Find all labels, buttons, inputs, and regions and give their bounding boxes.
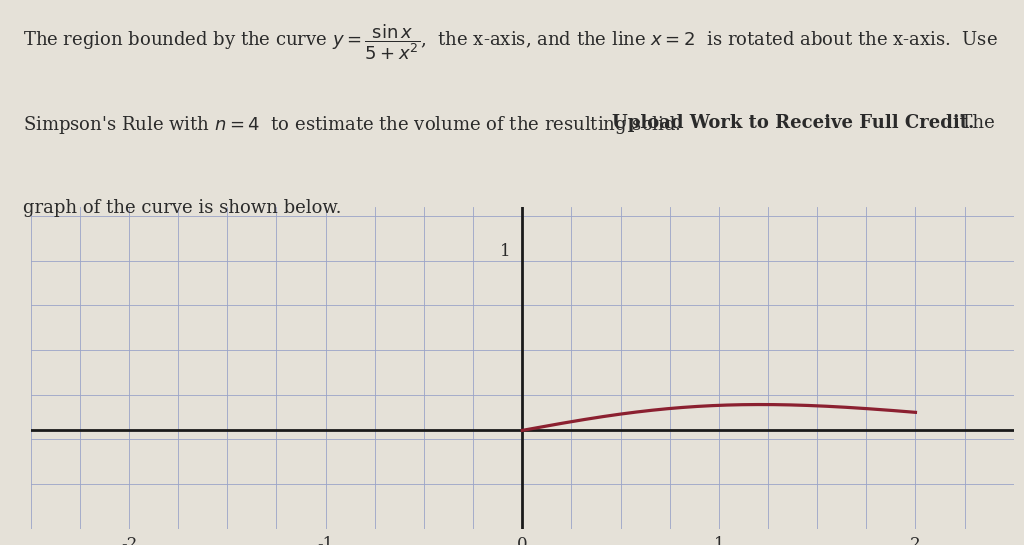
Text: The: The [949, 114, 995, 132]
Text: -2: -2 [121, 536, 137, 545]
Text: 0: 0 [517, 536, 527, 545]
Text: The region bounded by the curve $y=\dfrac{\sin x}{5+x^2}$,  the x-axis, and the : The region bounded by the curve $y=\dfra… [23, 22, 997, 62]
Text: 2: 2 [910, 536, 921, 545]
Text: 1: 1 [714, 536, 724, 545]
Text: graph of the curve is shown below.: graph of the curve is shown below. [23, 199, 341, 217]
Text: -1: -1 [317, 536, 334, 545]
Text: Simpson's Rule with $n=4$  to estimate the volume of the resulting solid.: Simpson's Rule with $n=4$ to estimate th… [23, 114, 688, 136]
Text: 1: 1 [500, 243, 510, 261]
Text: Upload Work to Receive Full Credit.: Upload Work to Receive Full Credit. [612, 114, 975, 132]
